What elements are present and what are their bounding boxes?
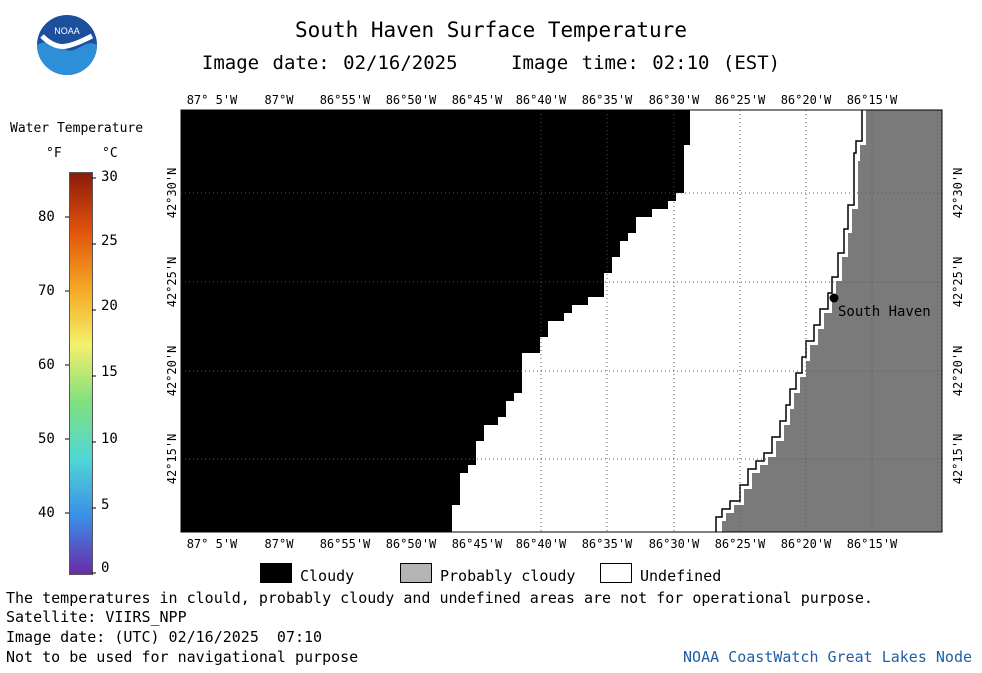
- c-tick-15: 15: [101, 364, 118, 380]
- cloudy-area: [181, 110, 690, 532]
- lon-label: 86°25'W: [715, 93, 766, 107]
- temperature-map: South Haven 87° 5'W 87°W 86°55'W 86°50'W…: [165, 93, 965, 551]
- color-scale-gradient: [70, 173, 92, 574]
- lon-label: 87°W: [265, 93, 295, 107]
- unit-celsius: °C: [102, 146, 118, 161]
- land-area: [722, 110, 942, 532]
- footer-note: The temperatures in clould, probably clo…: [6, 589, 873, 607]
- lon-label: 86°35'W: [582, 537, 633, 551]
- image-datetime: Image date: 02/16/2025 Image time: 02:10…: [0, 52, 982, 74]
- c-tick-10: 10: [101, 431, 118, 447]
- f-tick-40: 40: [38, 505, 55, 521]
- lon-label: 87° 5'W: [187, 537, 238, 551]
- lat-label: 42°30'N: [951, 168, 965, 219]
- unit-fahrenheit: °F: [46, 146, 62, 161]
- f-tick-80: 80: [38, 209, 55, 225]
- map-frame: [180, 109, 943, 533]
- lon-label: 86°55'W: [320, 93, 371, 107]
- footer-brand: NOAA CoastWatch Great Lakes Node: [683, 648, 972, 666]
- lon-label: 86°40'W: [516, 537, 567, 551]
- cloudy-label: Cloudy: [300, 567, 355, 585]
- c-tick-5: 5: [101, 497, 110, 513]
- lon-label: 86°30'W: [649, 537, 700, 551]
- probably-cloudy-label: Probably cloudy: [440, 567, 576, 585]
- f-tick-50: 50: [38, 431, 55, 447]
- legend-title: Water Temperature: [10, 121, 144, 136]
- lon-label: 86°50'W: [386, 537, 437, 551]
- logo-text: NOAA: [54, 26, 80, 36]
- c-tick-20: 20: [101, 298, 118, 314]
- image-date: Image date: 02/16/2025: [201, 52, 458, 74]
- lat-label: 42°15'N: [951, 434, 965, 485]
- lon-label: 86°25'W: [715, 537, 766, 551]
- shoreline: [715, 110, 863, 532]
- lon-label: 86°45'W: [452, 93, 503, 107]
- cloudy-swatch: [260, 563, 292, 583]
- c-tick-25: 25: [101, 233, 118, 249]
- lon-label: 87°W: [265, 537, 295, 551]
- city-marker: [829, 293, 839, 303]
- lat-label: 42°15'N: [165, 434, 179, 485]
- lat-label: 42°25'N: [951, 257, 965, 308]
- lon-label: 86°30'W: [649, 93, 700, 107]
- lat-label: 42°20'N: [165, 346, 179, 397]
- lon-labels-bottom: 87° 5'W 87°W 86°55'W 86°50'W 86°45'W 86°…: [187, 537, 898, 551]
- footer-satellite: Satellite: VIIRS_NPP: [6, 608, 187, 626]
- f-tick-70: 70: [38, 283, 55, 299]
- lon-labels-top: 87° 5'W 87°W 86°55'W 86°50'W 86°45'W 86°…: [187, 93, 898, 107]
- lon-label: 86°20'W: [781, 537, 832, 551]
- lat-labels-right: 42°30'N 42°25'N 42°20'N 42°15'N: [951, 168, 965, 485]
- footer-disclaimer: Not to be used for navigational purpose: [6, 648, 359, 666]
- lon-label: 86°20'W: [781, 93, 832, 107]
- page-title: South Haven Surface Temperature: [295, 18, 687, 42]
- footer-utc-date: Image date: (UTC) 02/16/2025 07:10: [6, 628, 323, 646]
- city-label: South Haven: [838, 304, 931, 320]
- graticule: [181, 110, 942, 532]
- color-scale-ticks: [65, 177, 96, 574]
- lon-label: 86°15'W: [847, 537, 898, 551]
- lon-label: 86°55'W: [320, 537, 371, 551]
- lat-label: 42°30'N: [165, 168, 179, 219]
- color-scale-bar: [69, 172, 93, 575]
- lon-label: 86°35'W: [582, 93, 633, 107]
- lon-label: 86°45'W: [452, 537, 503, 551]
- c-tick-30: 30: [101, 169, 118, 185]
- f-tick-60: 60: [38, 357, 55, 373]
- lat-label: 42°25'N: [165, 257, 179, 308]
- c-tick-0: 0: [101, 560, 110, 576]
- lon-label: 86°50'W: [386, 93, 437, 107]
- undefined-label: Undefined: [640, 567, 722, 585]
- lon-label: 86°15'W: [847, 93, 898, 107]
- lat-label: 42°20'N: [951, 346, 965, 397]
- lon-label: 87° 5'W: [187, 93, 238, 107]
- noaa-logo: NOAA: [37, 15, 97, 75]
- image-time: Image time: 02:10 (EST): [511, 52, 781, 74]
- undefined-swatch: [600, 563, 632, 583]
- lon-label: 86°40'W: [516, 93, 567, 107]
- probably-cloudy-swatch: [400, 563, 432, 583]
- lat-labels-left: 42°30'N 42°25'N 42°20'N 42°15'N: [165, 168, 179, 485]
